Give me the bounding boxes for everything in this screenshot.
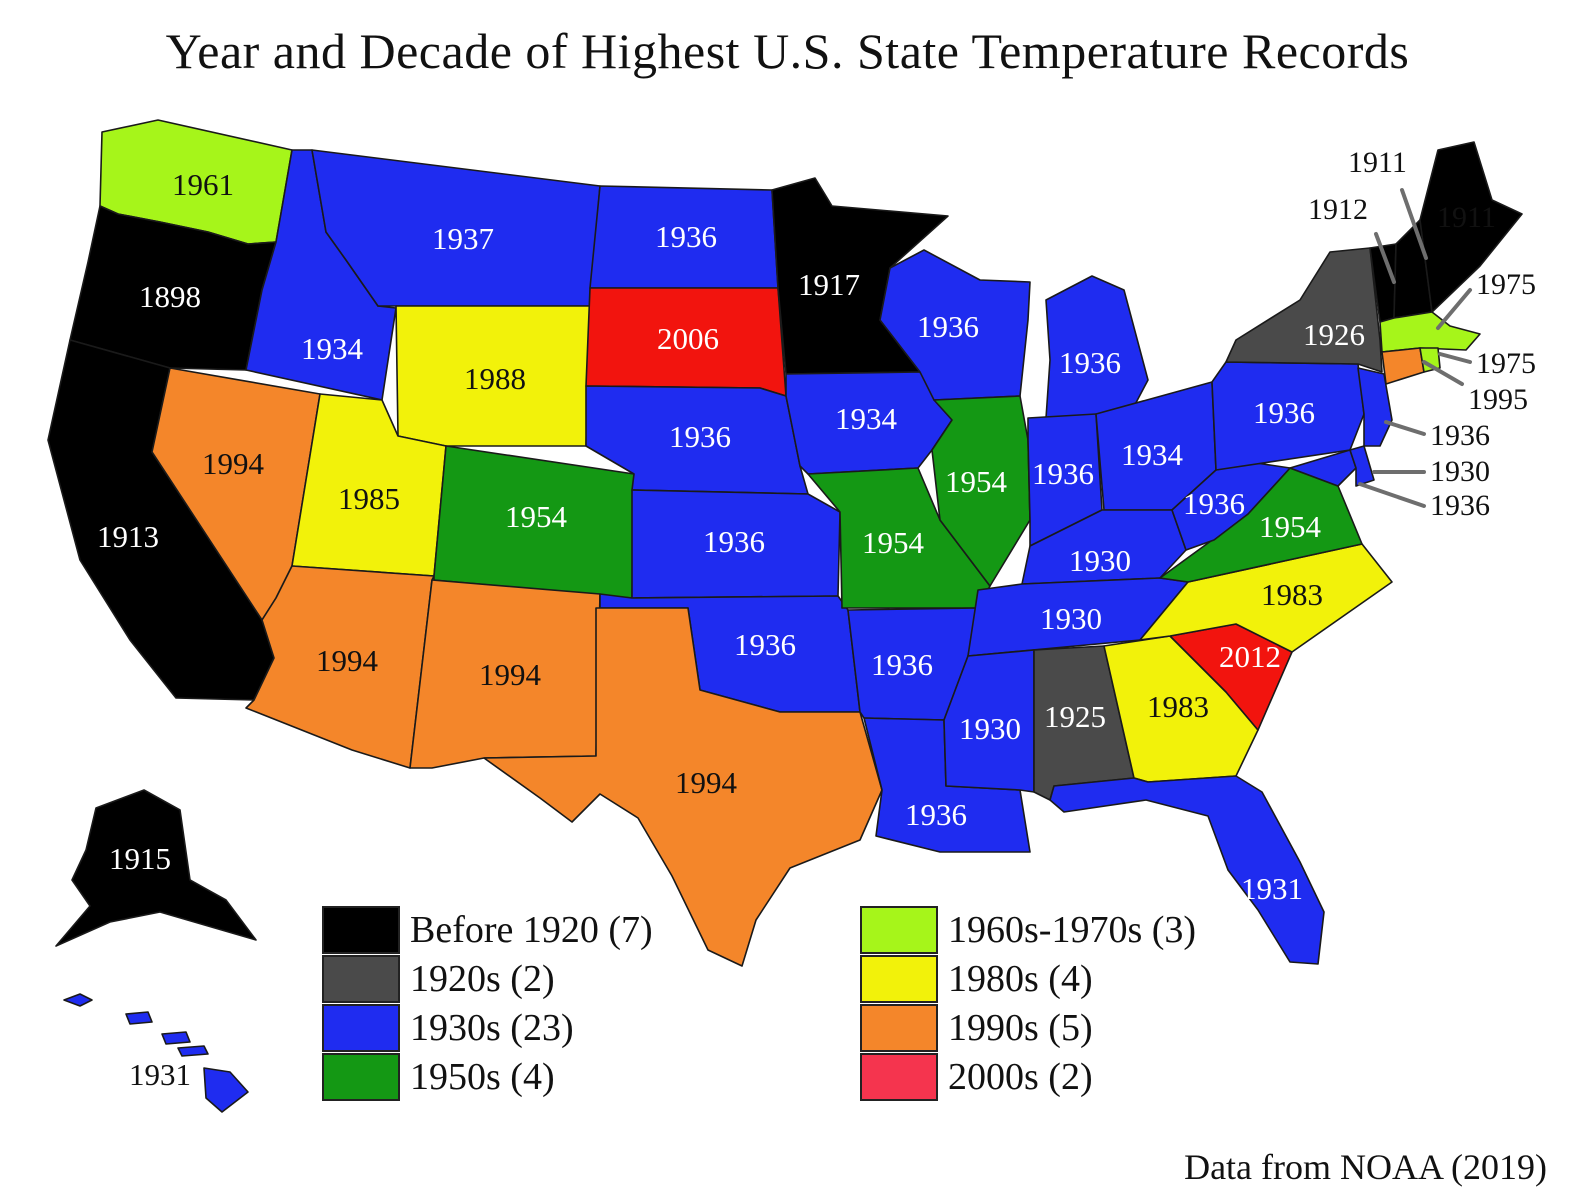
year-label-wv: 1936 (1183, 486, 1245, 521)
legend-item: Before 1920 (7) (322, 905, 653, 955)
year-label-nd: 1936 (655, 219, 717, 254)
year-label-ga: 1983 (1147, 689, 1209, 724)
year-label-ak: 1915 (109, 841, 171, 876)
year-label-mo: 1954 (862, 525, 925, 560)
year-label-me: 1911 (1437, 201, 1496, 234)
legend-swatch (860, 906, 938, 954)
year-label-va: 1954 (1259, 509, 1322, 544)
legend-label: Before 1920 (7) (410, 909, 653, 951)
year-label-wy: 1988 (464, 361, 526, 396)
state-ma[interactable] (1379, 311, 1481, 353)
legend-item: 1960s-1970s (3) (860, 905, 1196, 955)
year-label-nc: 1983 (1261, 577, 1323, 612)
year-label-tx: 1994 (675, 765, 738, 800)
year-label-ca: 1913 (97, 519, 159, 554)
legend-item: 1930s (23) (322, 1003, 574, 1053)
legend-swatch (322, 1004, 400, 1052)
year-label-nv: 1994 (202, 446, 265, 481)
year-label-sd: 2006 (657, 321, 719, 356)
year-label-mn: 1917 (798, 267, 860, 302)
year-label-sc: 2012 (1219, 639, 1281, 674)
year-label-ks: 1936 (703, 524, 765, 559)
year-label-md: 1936 (1430, 489, 1490, 522)
year-label-nj: 1936 (1430, 419, 1490, 452)
year-label-de: 1930 (1430, 455, 1490, 488)
state-ny[interactable] (1225, 247, 1383, 373)
year-label-ia: 1934 (835, 401, 898, 436)
legend-label: 1960s-1970s (3) (948, 909, 1197, 951)
year-label-id: 1934 (301, 331, 364, 366)
leader-lines (1358, 188, 1472, 508)
legend-swatch (322, 955, 400, 1003)
state-il[interactable] (931, 395, 1031, 587)
state-ct[interactable] (1381, 347, 1425, 385)
state-ri[interactable] (1419, 347, 1441, 373)
state-tx[interactable] (483, 607, 883, 967)
state-mi[interactable] (1045, 275, 1149, 419)
state-hi[interactable] (63, 993, 249, 1113)
year-label-il: 1954 (945, 464, 1008, 499)
map-title: Year and Decade of Highest U.S. State Te… (165, 23, 1410, 79)
state-ak[interactable] (55, 789, 257, 947)
year-label-mt: 1937 (432, 221, 494, 256)
legend-swatch (322, 906, 400, 954)
year-label-nh: 1911 (1348, 146, 1407, 179)
year-label-oh: 1934 (1121, 437, 1184, 472)
state-ks[interactable] (631, 489, 841, 599)
year-label-ky: 1930 (1069, 543, 1131, 578)
year-label-co: 1954 (505, 499, 568, 534)
state-wy[interactable] (395, 305, 591, 447)
state-az[interactable] (245, 565, 435, 769)
legend-item: 1950s (4) (322, 1052, 555, 1102)
year-label-fl: 1931 (1241, 871, 1303, 906)
legend-label: 1950s (4) (410, 1056, 555, 1098)
year-label-ok: 1936 (734, 627, 796, 662)
year-label-al: 1925 (1044, 699, 1106, 734)
year-label-ny: 1926 (1303, 317, 1365, 352)
year-label-ne: 1936 (669, 419, 731, 454)
year-label-ri: 1975 (1476, 347, 1536, 380)
year-label-or: 1898 (139, 279, 201, 314)
year-label-in: 1936 (1032, 456, 1094, 491)
legend-item: 2000s (2) (860, 1052, 1093, 1102)
year-label-la: 1936 (905, 797, 967, 832)
source-note: Data from NOAA (2019) (1184, 1147, 1547, 1187)
legend-swatch (860, 955, 938, 1003)
legend-item: 1980s (4) (860, 954, 1093, 1004)
year-label-ut: 1985 (338, 481, 400, 516)
year-label-ct: 1995 (1468, 383, 1528, 416)
legend-label: 2000s (2) (948, 1056, 1093, 1098)
legend-label: 1990s (5) (948, 1007, 1093, 1049)
year-label-mi: 1936 (1059, 345, 1121, 380)
legend-item: 1920s (2) (322, 954, 555, 1004)
state-de[interactable] (1349, 445, 1375, 487)
state-me[interactable] (1419, 141, 1523, 313)
legend-swatch (860, 1004, 938, 1052)
year-label-vt: 1912 (1308, 193, 1368, 226)
year-label-ar: 1936 (871, 647, 933, 682)
year-label-nm: 1994 (479, 657, 542, 692)
year-label-ms: 1930 (959, 711, 1021, 746)
year-label-az: 1994 (316, 643, 379, 678)
legend-label: 1930s (23) (410, 1007, 574, 1049)
state-nj[interactable] (1357, 367, 1393, 447)
year-label-hi: 1931 (129, 1057, 191, 1092)
state-fl[interactable] (1049, 775, 1325, 965)
legend-item: 1990s (5) (860, 1003, 1093, 1053)
state-wi[interactable] (879, 249, 1031, 401)
year-label-ma: 1975 (1476, 268, 1536, 301)
legend-label: 1920s (2) (410, 958, 555, 1000)
legend-swatch (860, 1053, 938, 1101)
year-label-wa: 1961 (172, 167, 234, 202)
year-label-tn: 1930 (1040, 601, 1102, 636)
legend-label: 1980s (4) (948, 958, 1093, 1000)
year-label-pa: 1936 (1253, 395, 1315, 430)
year-label-wi: 1936 (917, 309, 979, 344)
legend-swatch (322, 1053, 400, 1101)
